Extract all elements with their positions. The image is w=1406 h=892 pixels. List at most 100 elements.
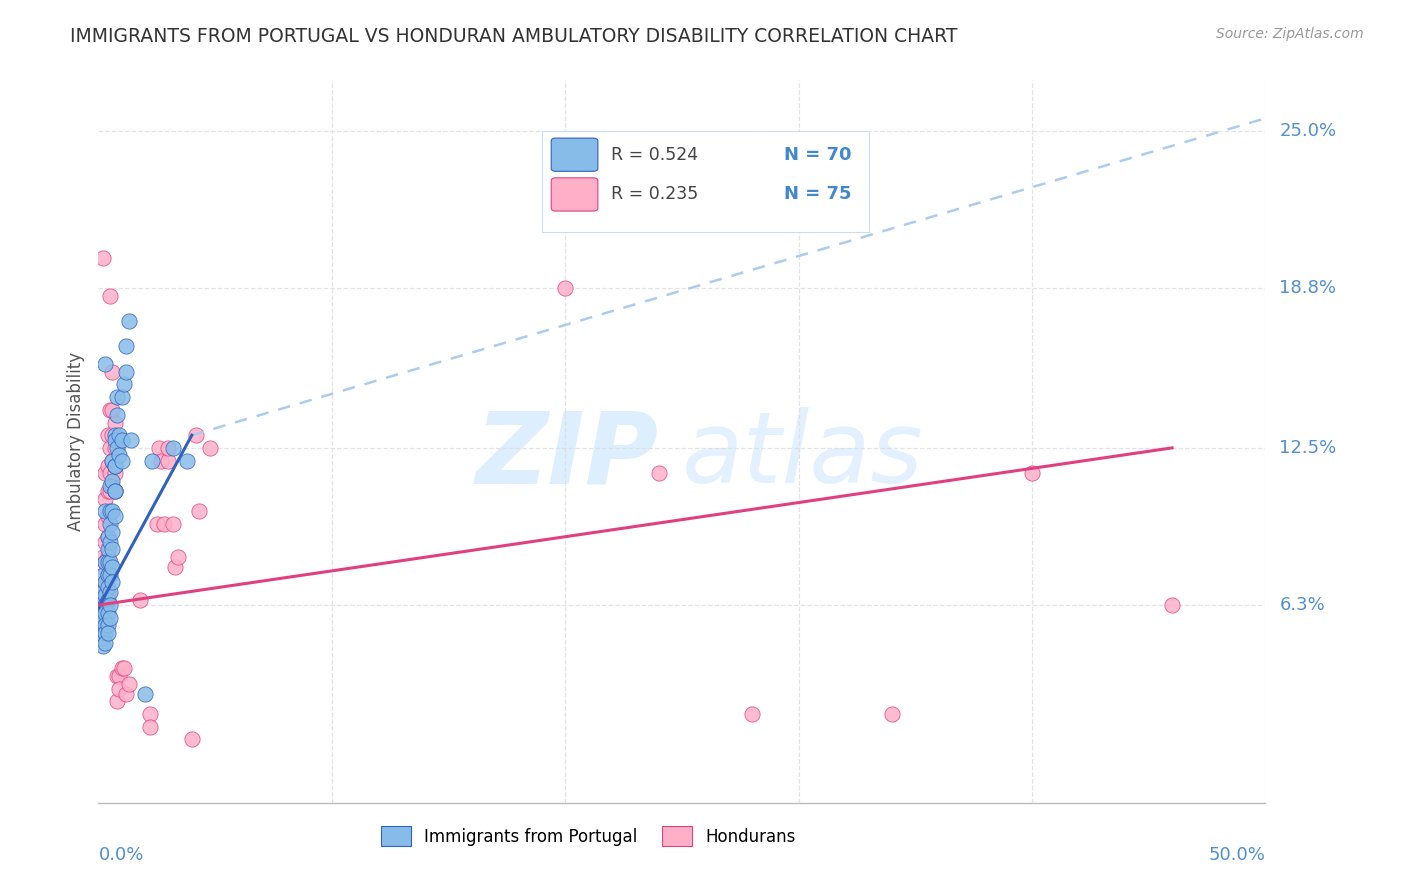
- Point: [118, 314, 141, 328]
- Text: N = 70: N = 70: [783, 145, 851, 164]
- Point: [98, 516, 121, 531]
- Point: [112, 377, 135, 392]
- FancyBboxPatch shape: [541, 131, 869, 232]
- Point: [97, 530, 120, 544]
- Point: [186, 428, 208, 442]
- Point: [97, 580, 120, 594]
- Point: [98, 567, 121, 582]
- Point: [148, 441, 170, 455]
- Point: [97, 542, 120, 557]
- Text: 12.5%: 12.5%: [1279, 439, 1337, 457]
- Point: [98, 467, 121, 481]
- Point: [98, 483, 121, 498]
- Point: [91, 611, 114, 625]
- Point: [134, 687, 156, 701]
- Text: 6.3%: 6.3%: [1279, 596, 1324, 614]
- Point: [105, 441, 128, 455]
- Point: [152, 516, 174, 531]
- Point: [97, 549, 120, 564]
- Point: [180, 732, 202, 747]
- Point: [104, 441, 127, 455]
- Point: [101, 453, 124, 467]
- Point: [94, 504, 117, 518]
- Point: [104, 458, 127, 473]
- Point: [105, 408, 128, 422]
- Point: [97, 530, 120, 544]
- Point: [94, 357, 117, 371]
- Point: [97, 567, 120, 582]
- Point: [94, 598, 117, 612]
- Point: [97, 626, 120, 640]
- Point: [101, 453, 124, 467]
- Text: R = 0.524: R = 0.524: [610, 145, 697, 164]
- Text: ZIP: ZIP: [475, 408, 658, 505]
- Point: [101, 560, 124, 574]
- Point: [94, 575, 117, 590]
- Point: [101, 428, 124, 442]
- Point: [101, 575, 124, 590]
- Point: [97, 428, 120, 442]
- Point: [91, 567, 114, 582]
- Point: [97, 585, 120, 599]
- Point: [139, 720, 162, 734]
- Text: 0.0%: 0.0%: [98, 847, 143, 864]
- Point: [98, 534, 121, 549]
- Point: [94, 534, 117, 549]
- Point: [1161, 598, 1184, 612]
- Point: [880, 707, 903, 722]
- Point: [98, 504, 121, 518]
- Text: N = 75: N = 75: [783, 186, 851, 203]
- Point: [91, 606, 114, 620]
- Text: 25.0%: 25.0%: [1279, 122, 1337, 140]
- Point: [200, 441, 222, 455]
- Point: [94, 555, 117, 569]
- Point: [115, 365, 138, 379]
- Point: [105, 669, 128, 683]
- Point: [90, 631, 112, 645]
- Point: [101, 504, 124, 518]
- Point: [97, 555, 120, 569]
- Point: [90, 618, 112, 632]
- Point: [91, 593, 114, 607]
- Point: [90, 631, 112, 645]
- Point: [157, 441, 180, 455]
- Point: [741, 707, 763, 722]
- Point: [91, 600, 114, 615]
- Point: [91, 639, 114, 653]
- Point: [118, 676, 141, 690]
- Point: [108, 681, 131, 696]
- Point: [91, 251, 114, 265]
- Point: [104, 483, 127, 498]
- Point: [157, 453, 180, 467]
- Point: [90, 593, 112, 607]
- Point: [94, 593, 117, 607]
- Point: [91, 549, 114, 564]
- Point: [97, 593, 120, 607]
- Point: [97, 567, 120, 582]
- Point: [91, 585, 114, 599]
- Point: [104, 467, 127, 481]
- Point: [104, 483, 127, 498]
- Text: 18.8%: 18.8%: [1279, 279, 1336, 297]
- Point: [105, 694, 128, 708]
- Point: [94, 636, 117, 650]
- Point: [91, 624, 114, 638]
- Point: [94, 467, 117, 481]
- Point: [98, 585, 121, 599]
- Point: [111, 453, 134, 467]
- Point: [1021, 467, 1043, 481]
- Point: [101, 365, 124, 379]
- Y-axis label: Ambulatory Disability: Ambulatory Disability: [66, 352, 84, 531]
- Point: [111, 661, 134, 675]
- Point: [112, 661, 135, 675]
- Point: [104, 483, 127, 498]
- Point: [162, 441, 184, 455]
- Point: [98, 402, 121, 417]
- Point: [94, 588, 117, 602]
- Point: [97, 458, 120, 473]
- Point: [90, 585, 112, 599]
- Point: [105, 390, 128, 404]
- Point: [120, 434, 142, 448]
- Point: [94, 555, 117, 569]
- Point: [98, 289, 121, 303]
